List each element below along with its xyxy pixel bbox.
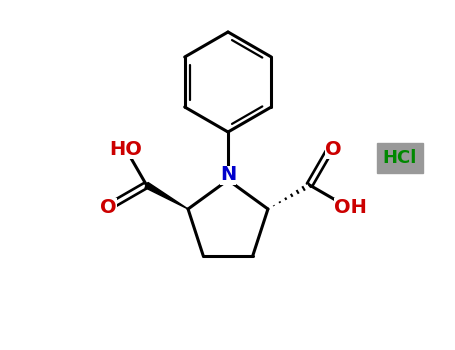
Text: N: N	[220, 166, 236, 184]
FancyBboxPatch shape	[377, 143, 423, 173]
Polygon shape	[145, 182, 188, 209]
Text: HO: HO	[109, 140, 142, 159]
Text: HCl: HCl	[383, 149, 417, 167]
Text: O: O	[100, 197, 117, 217]
Text: O: O	[325, 140, 342, 159]
Text: OH: OH	[334, 197, 367, 217]
